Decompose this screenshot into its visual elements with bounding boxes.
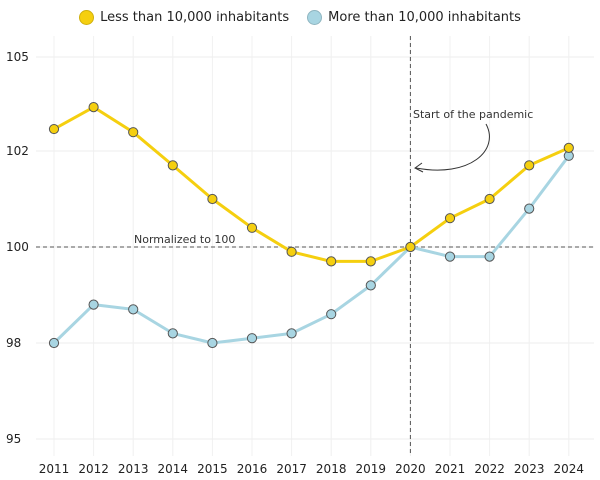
x-tick-label: 2014: [158, 462, 189, 476]
data-point-1-2021[interactable]: [444, 251, 456, 262]
x-tick-label: 2023: [514, 462, 545, 476]
pandemic-arrow: [415, 123, 490, 171]
data-point-0-2022[interactable]: [484, 193, 495, 205]
data-point-1-2015[interactable]: [207, 337, 218, 349]
series-line-0: [53, 105, 570, 263]
pandemic-label: Start of the pandemic: [413, 108, 533, 121]
data-point-0-2014[interactable]: [167, 160, 178, 171]
data-point-0-2013[interactable]: [128, 127, 139, 138]
y-tick-label: 105: [6, 50, 29, 64]
data-point-0-2024[interactable]: [563, 142, 574, 153]
data-point-0-2018[interactable]: [326, 256, 337, 267]
grid: [36, 36, 594, 456]
reference-line-label: Normalized to 100: [134, 233, 235, 246]
series: [48, 102, 574, 349]
legend-swatch-yellow: [79, 9, 95, 25]
data-point-0-2011[interactable]: [48, 123, 60, 135]
legend-item-large-municipalities[interactable]: More than 10,000 inhabitants: [307, 9, 521, 25]
x-tick-label: 2015: [197, 462, 228, 476]
data-point-1-2013[interactable]: [128, 304, 139, 315]
legend-label-large: More than 10,000 inhabitants: [328, 9, 521, 25]
data-point-1-2018[interactable]: [326, 309, 337, 320]
reference-lines: [36, 36, 594, 456]
x-tick-label: 2011: [39, 462, 70, 476]
x-tick-label: 2013: [118, 462, 149, 476]
x-tick-label: 2024: [554, 462, 585, 476]
data-point-0-2016[interactable]: [246, 222, 258, 233]
x-tick-label: 2021: [435, 462, 466, 476]
legend: Less than 10,000 inhabitants More than 1…: [0, 6, 600, 28]
data-point-0-2012[interactable]: [88, 102, 99, 113]
y-tick-label: 95: [6, 432, 21, 446]
pandemic-arrowhead: [414, 162, 424, 173]
annotations: Normalized to 100 Start of the pandemic: [134, 108, 533, 246]
y-tick-label: 100: [6, 240, 29, 254]
y-tick-label: 98: [6, 336, 21, 350]
x-tick-label: 2022: [474, 462, 505, 476]
data-point-1-2012[interactable]: [88, 299, 99, 310]
x-tick-label: 2019: [356, 462, 387, 476]
legend-label-small: Less than 10,000 inhabitants: [100, 9, 290, 25]
x-tick-label: 2016: [237, 462, 268, 476]
data-point-1-2011[interactable]: [48, 337, 60, 349]
y-tick-label: 102: [6, 144, 29, 158]
data-point-0-2020[interactable]: [405, 241, 416, 253]
data-point-1-2019[interactable]: [365, 280, 376, 291]
data-point-1-2016[interactable]: [246, 333, 258, 344]
data-point-1-2022[interactable]: [484, 251, 495, 262]
data-point-0-2017[interactable]: [286, 246, 297, 257]
data-point-0-2019[interactable]: [365, 256, 376, 267]
axis-labels: 95 98 100 102 105 2011 2012 2013 2014 2015 2016 201…: [6, 50, 584, 476]
x-tick-label: 2012: [78, 462, 109, 476]
x-tick-label: 2018: [316, 462, 347, 476]
series-line-1: [52, 154, 570, 345]
data-point-1-2017[interactable]: [286, 328, 297, 339]
data-point-0-2021[interactable]: [444, 213, 456, 224]
data-point-1-2014[interactable]: [167, 328, 178, 339]
legend-swatch-blue: [307, 9, 323, 25]
x-tick-label: 2020: [395, 462, 426, 476]
data-point-0-2023[interactable]: [524, 160, 535, 171]
data-point-0-2015[interactable]: [207, 193, 218, 205]
x-tick-label: 2017: [276, 462, 307, 476]
legend-item-small-municipalities[interactable]: Less than 10,000 inhabitants: [79, 9, 290, 25]
data-point-1-2023[interactable]: [524, 203, 535, 214]
